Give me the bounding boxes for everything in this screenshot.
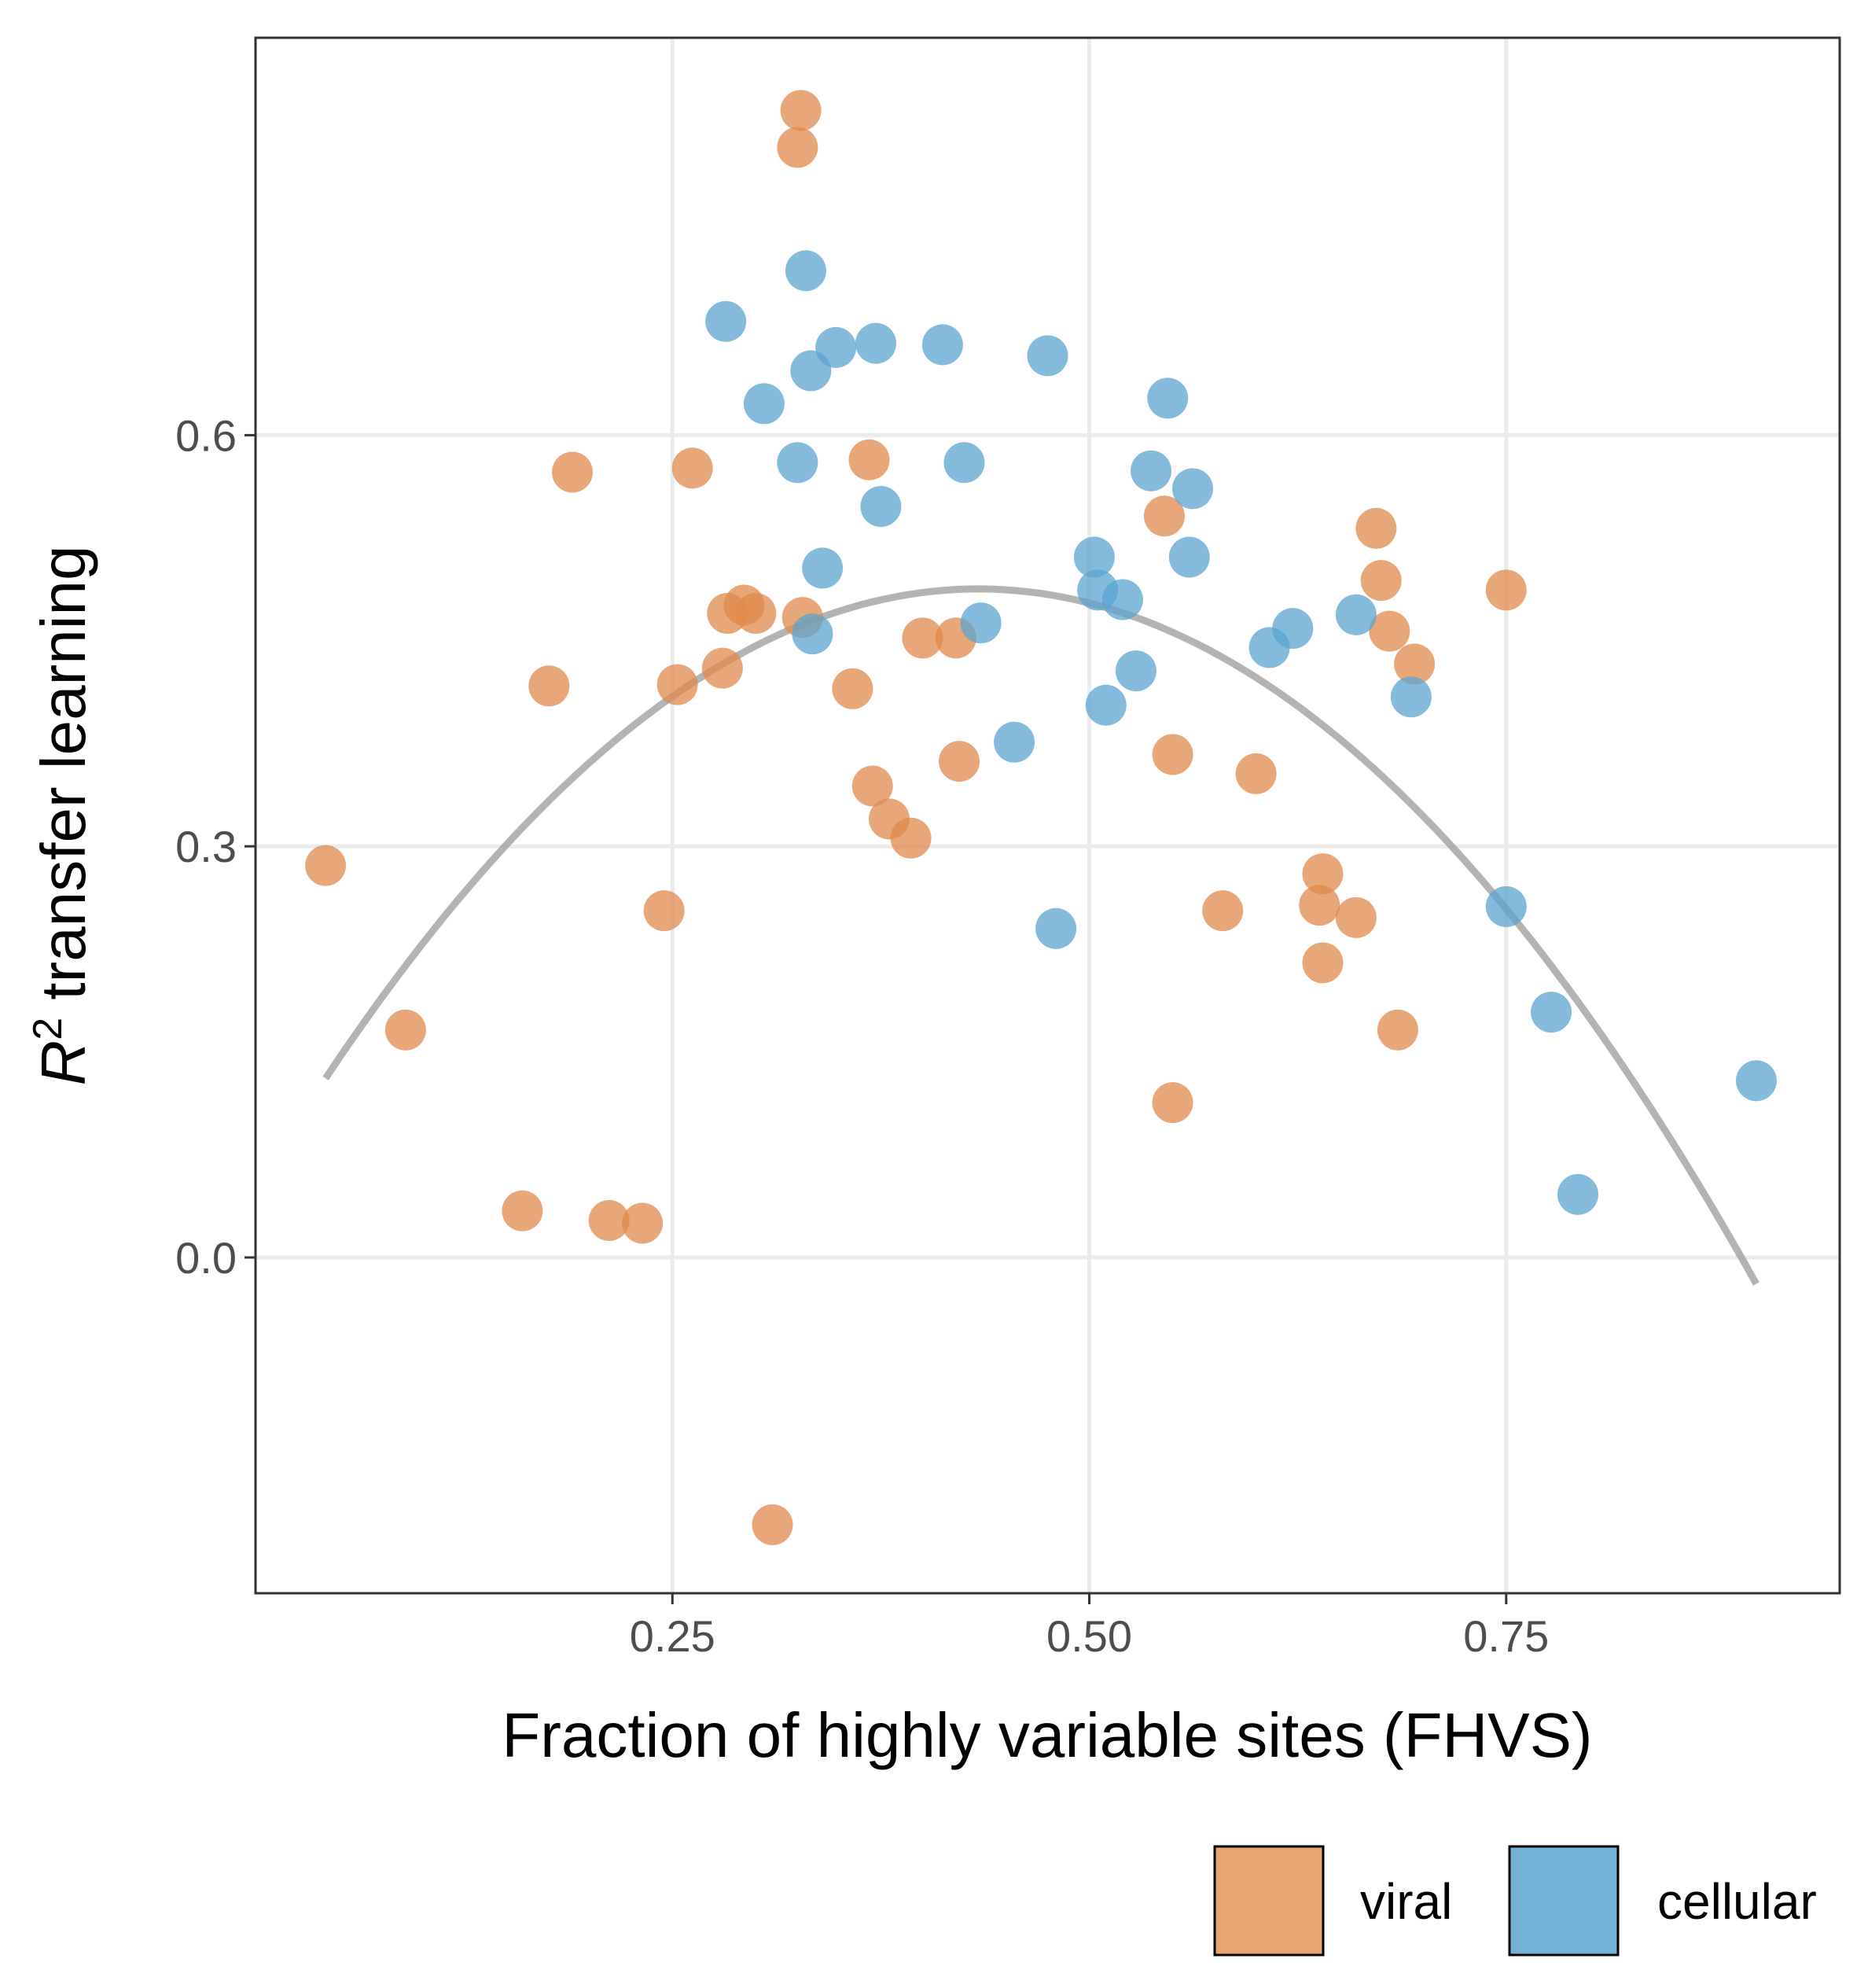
point-viral (1152, 734, 1193, 775)
legend-label-cellular: cellular (1657, 1873, 1817, 1930)
point-cellular (921, 324, 963, 366)
point-cellular (943, 442, 985, 484)
y-axis-title-superscript: 2 (25, 1018, 71, 1040)
point-viral (939, 741, 980, 782)
point-viral (1335, 896, 1377, 938)
point-viral (777, 127, 818, 168)
point-cellular (705, 300, 747, 342)
point-viral (735, 592, 777, 634)
legend-label-viral: viral (1360, 1873, 1452, 1930)
point-cellular (1557, 1173, 1598, 1215)
point-viral (1360, 560, 1402, 602)
point-cellular (785, 250, 826, 292)
point-cellular (743, 383, 785, 425)
x-tick-label: 0.50 (1046, 1611, 1132, 1661)
point-cellular (1027, 335, 1068, 377)
point-cellular (792, 613, 833, 655)
x-tick-label: 0.25 (630, 1611, 715, 1661)
point-cellular (1272, 608, 1314, 650)
point-viral (832, 668, 873, 709)
point-viral (780, 90, 822, 131)
point-viral (1302, 853, 1344, 895)
y-axis-title: R2 transfer learning (25, 545, 98, 1085)
point-viral (851, 765, 893, 807)
point-cellular (1101, 579, 1143, 620)
point-viral (622, 1202, 664, 1244)
point-cellular (855, 322, 897, 364)
x-tick-label: 0.75 (1463, 1611, 1549, 1661)
point-cellular (1131, 450, 1172, 491)
point-viral (1394, 643, 1436, 685)
point-viral (1369, 610, 1410, 652)
point-cellular (1390, 676, 1432, 718)
data-points (305, 90, 1777, 1545)
point-cellular (1531, 992, 1572, 1033)
point-viral (528, 665, 570, 707)
point-viral (1485, 569, 1527, 611)
point-viral (701, 647, 743, 689)
point-viral (1377, 1009, 1418, 1051)
y-tick-label: 0.3 (175, 822, 237, 871)
point-viral (643, 890, 685, 932)
y-axis-title-rest: transfer learning (28, 545, 98, 1017)
y-tick-label: 0.6 (175, 410, 237, 460)
point-viral (656, 664, 698, 705)
point-viral (902, 617, 943, 659)
point-viral (1235, 753, 1277, 794)
point-cellular (1147, 377, 1189, 419)
point-viral (752, 1504, 793, 1545)
point-viral (1302, 942, 1344, 984)
point-cellular (1035, 907, 1077, 949)
point-cellular (802, 547, 844, 589)
point-viral (384, 1009, 426, 1051)
x-axis-title: Fraction of highly variable sites (FHVS) (502, 1700, 1592, 1770)
point-viral (1202, 890, 1244, 932)
grid-lines (256, 38, 1840, 1593)
point-cellular (1735, 1060, 1777, 1102)
point-cellular (815, 326, 857, 368)
point-viral (671, 447, 713, 489)
point-cellular (994, 721, 1035, 763)
point-viral (848, 439, 890, 480)
point-cellular (1168, 536, 1210, 578)
point-viral (890, 817, 932, 859)
plot-panel-border (254, 36, 1841, 1595)
y-tick-label: 0.0 (175, 1233, 237, 1283)
point-viral (588, 1199, 630, 1241)
point-cellular (1115, 650, 1156, 692)
axes: 0.25 0.50 0.75 0.0 0.3 0.6 (175, 410, 1549, 1661)
point-cellular (777, 442, 818, 484)
legend-key-viral (1213, 1845, 1325, 1957)
plot-background (256, 38, 1840, 1593)
point-viral (305, 845, 347, 886)
point-cellular (1085, 684, 1127, 726)
point-viral (552, 451, 593, 493)
point-viral (1299, 885, 1340, 926)
point-viral (502, 1190, 543, 1231)
y-axis-title-base: R (28, 1040, 98, 1086)
point-cellular (1335, 594, 1377, 635)
point-viral (1152, 1082, 1193, 1124)
point-cellular (860, 486, 902, 528)
legend: viral cellular (1213, 1845, 1817, 1957)
point-viral (1143, 495, 1185, 537)
legend-key-cellular (1508, 1845, 1620, 1957)
point-cellular (1172, 468, 1214, 510)
point-viral (1355, 507, 1397, 549)
point-cellular (960, 602, 1002, 644)
point-cellular (1073, 536, 1115, 578)
point-cellular (1485, 885, 1527, 927)
